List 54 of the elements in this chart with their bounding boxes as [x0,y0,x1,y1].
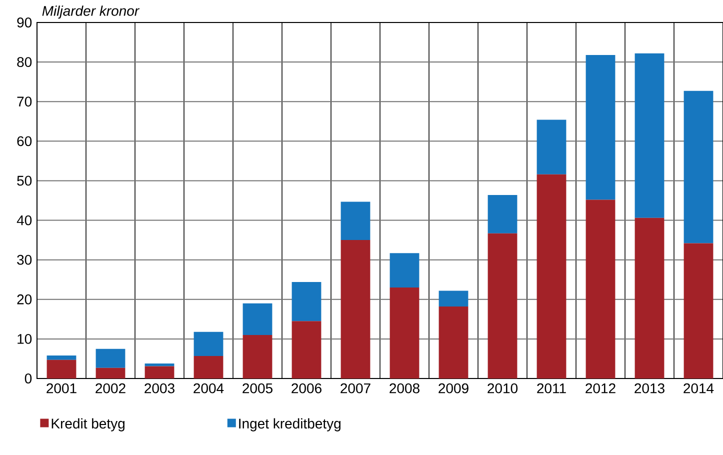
bar [46,356,76,360]
bar [340,202,370,240]
bar [488,194,518,234]
y-tick-label: 80 [17,57,32,68]
bar [634,218,664,378]
bar [292,282,322,322]
bar [144,366,174,378]
x-tick-label: 2003 [144,383,174,394]
x-tick-label: 2007 [340,383,370,394]
legend-label: Inget kreditbetyg [239,418,340,432]
y-tick-label: 90 [17,18,32,28]
bar [390,288,420,378]
bar [684,90,714,244]
bar [586,200,616,378]
bar [536,174,566,378]
x-tick-label: 2001 [46,383,76,394]
bar [438,306,468,378]
bar [242,303,272,335]
x-tick-label: 2009 [438,383,468,394]
bar [96,368,126,378]
bar [242,334,272,378]
bar [194,356,224,378]
y-tick-label: 20 [17,294,32,304]
y-tick-label: 10 [18,334,32,344]
x-tick-label: 2004 [194,383,224,394]
y-tick-label: 50 [17,176,32,186]
x-tick-label: 2005 [242,383,272,394]
bar [536,120,566,174]
x-tick-label: 2008 [390,383,420,394]
y-tick-label: 0 [24,374,32,384]
x-tick-label: 2006 [292,383,322,394]
bar [292,321,322,378]
y-axis-title: Miljarder kronor [42,6,140,19]
y-tick-label: 40 [16,215,32,226]
y-tick-label: 30 [17,254,32,265]
bar [586,54,616,200]
bar [438,290,468,307]
bar [340,240,370,378]
x-tick-label: 2010 [488,383,518,394]
x-tick-label: 2002 [96,383,126,394]
y-tick-label: 70 [17,96,32,107]
bar [96,348,126,368]
legend-label: Kredit betyg [52,418,124,432]
bar [684,243,714,378]
x-tick-label: 2011 [537,383,566,394]
bar [488,233,518,378]
y-tick-label: 60 [17,136,32,146]
bar [46,360,76,378]
bar [634,53,664,218]
x-tick-label: 2013 [634,383,664,394]
x-tick-label: 2014 [684,383,714,394]
bar [194,332,224,356]
bar [390,253,420,288]
x-tick-label: 2012 [586,383,616,394]
